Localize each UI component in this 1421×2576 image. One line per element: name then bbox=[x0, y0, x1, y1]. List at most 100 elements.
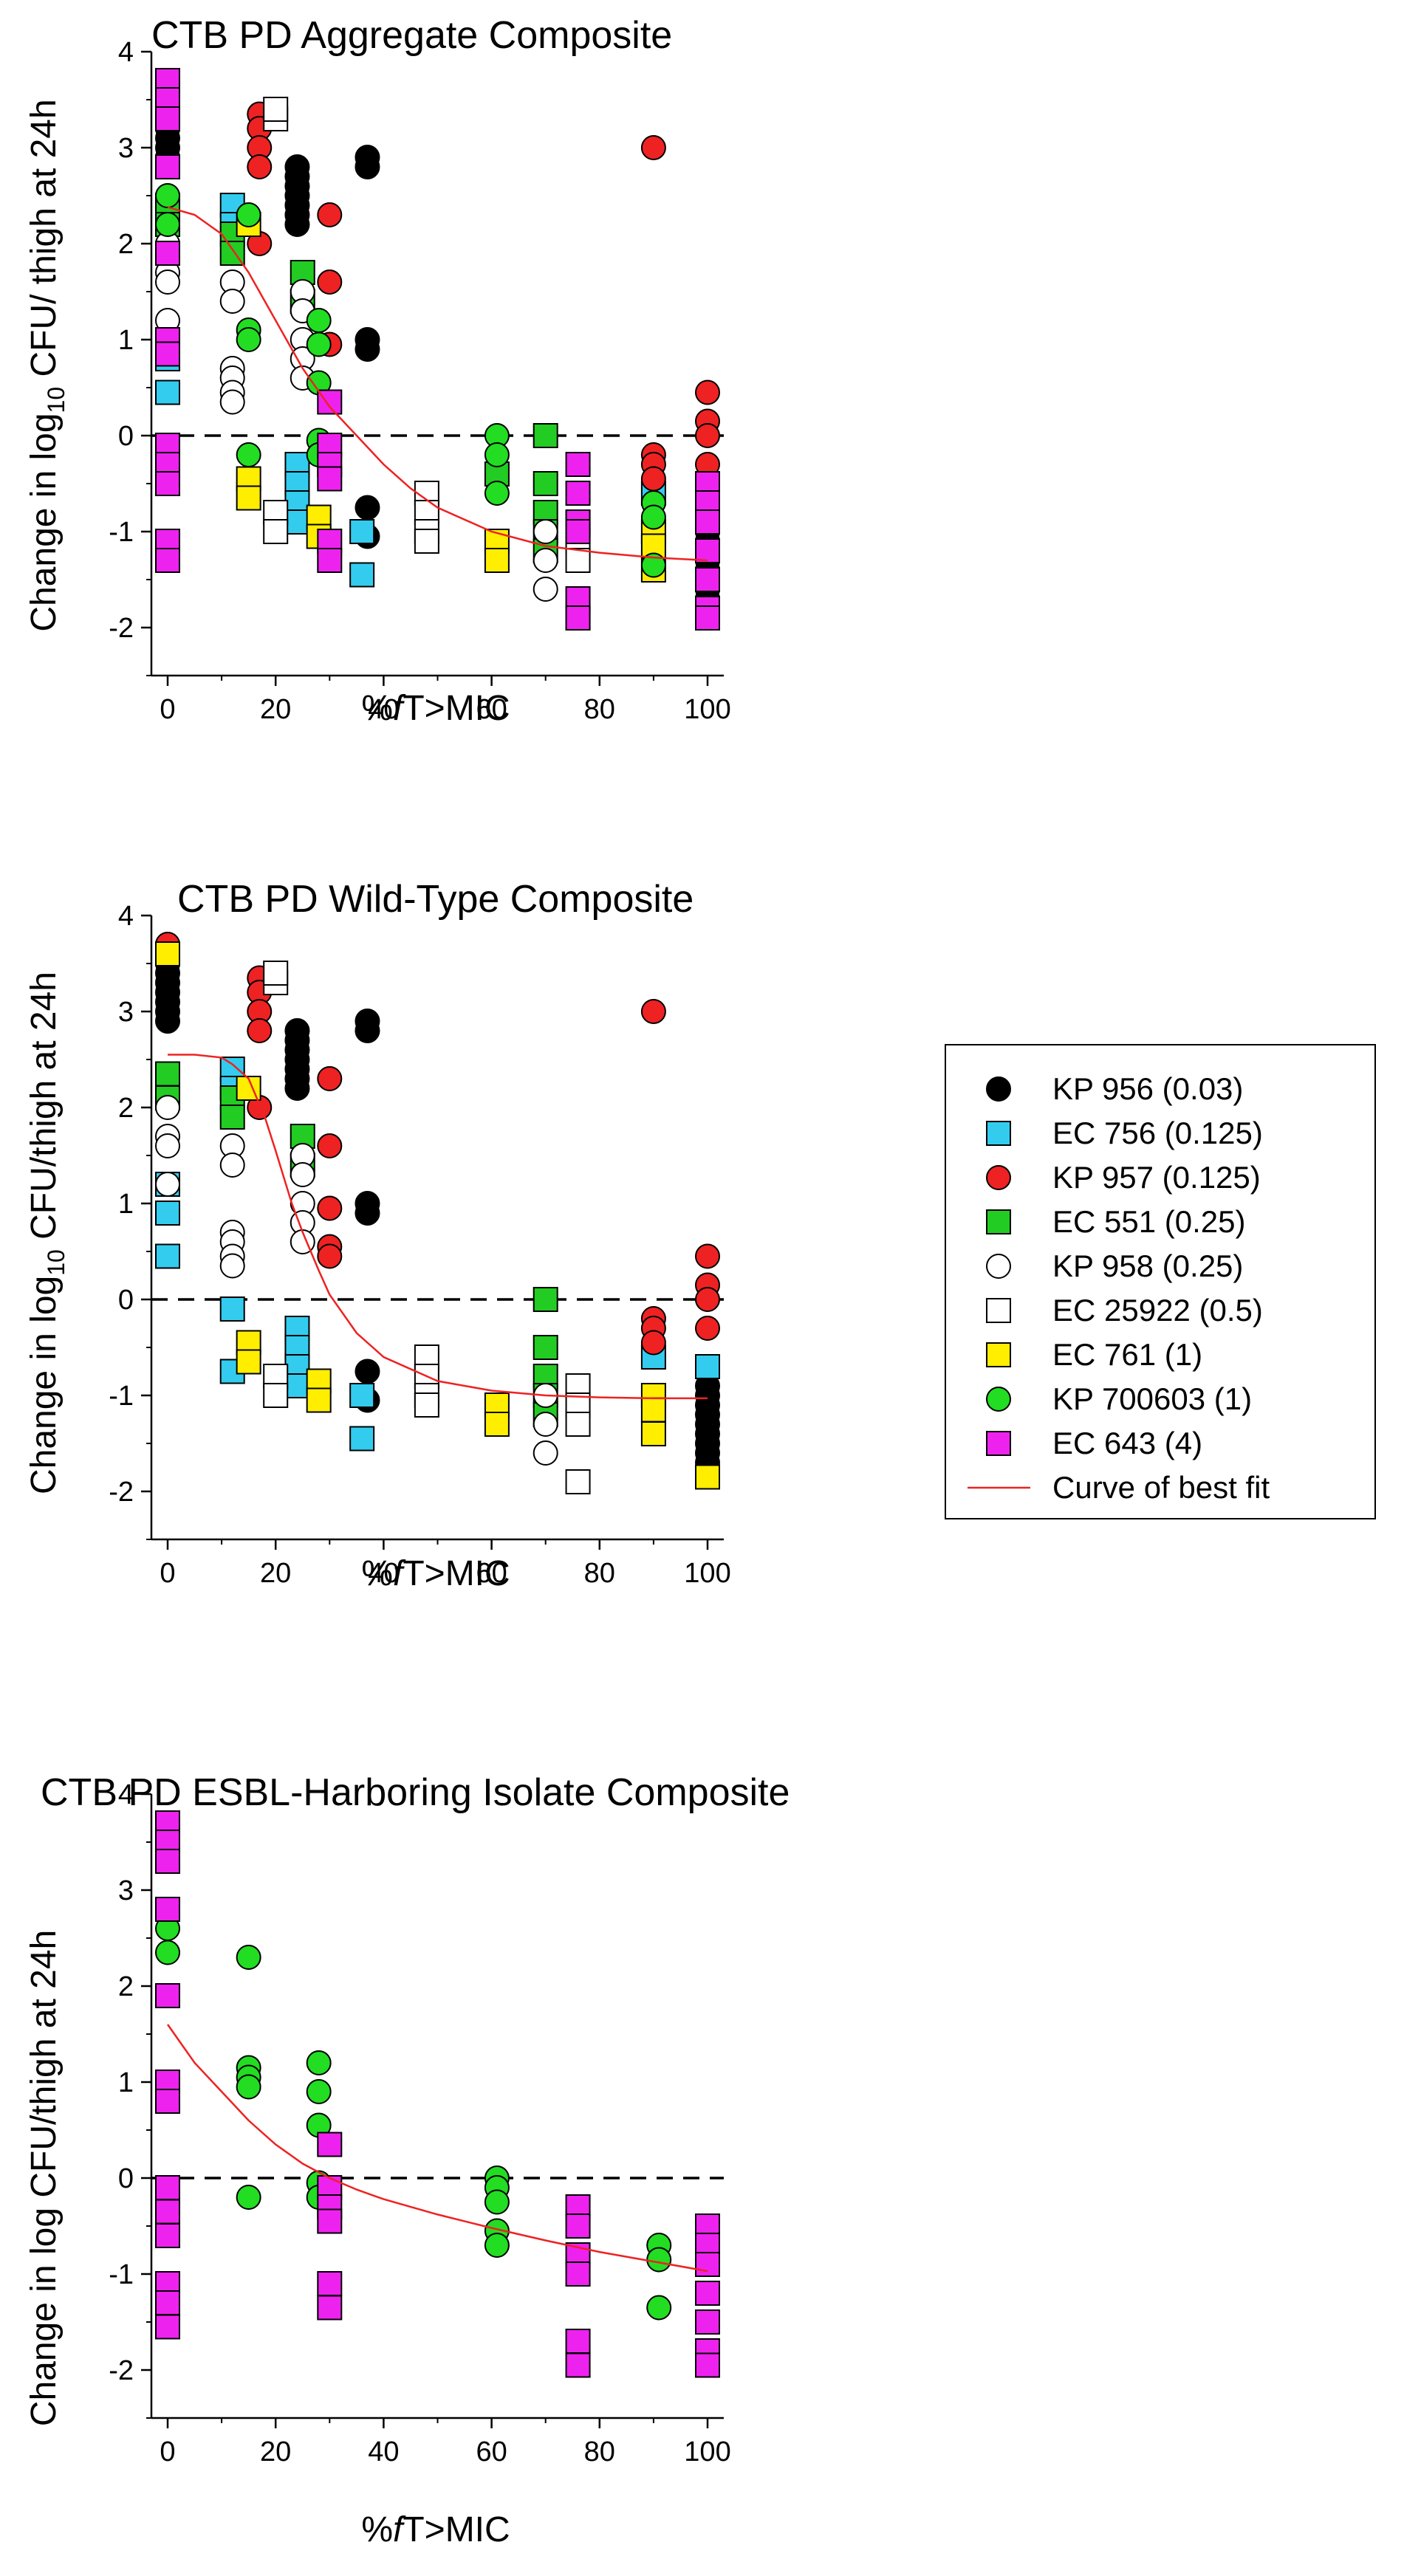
y-tick-label: 2 bbox=[118, 1971, 134, 2002]
y-axis-label: Change in log10 CFU/thigh at 24h bbox=[24, 972, 69, 1494]
data-point bbox=[355, 154, 380, 179]
data-point bbox=[355, 1201, 380, 1226]
data-point bbox=[640, 1397, 666, 1423]
data-point bbox=[640, 999, 666, 1024]
data-point bbox=[263, 519, 289, 544]
data-point bbox=[695, 567, 720, 592]
data-point bbox=[484, 548, 510, 573]
data-point bbox=[236, 202, 261, 227]
x-tick-label: 40 bbox=[368, 1558, 399, 1589]
x-tick-label: 0 bbox=[160, 1558, 175, 1589]
data-point bbox=[306, 332, 332, 357]
data-point bbox=[155, 106, 180, 131]
y-tick-label: 1 bbox=[118, 1189, 134, 1220]
data-point bbox=[355, 1018, 380, 1043]
data-point bbox=[695, 2352, 720, 2378]
fit-curve bbox=[168, 1054, 708, 1400]
data-point bbox=[317, 2208, 343, 2234]
legend-swatch bbox=[986, 1342, 1011, 1367]
y-tick-label: -1 bbox=[109, 1381, 134, 1412]
legend-label: EC 643 (4) bbox=[1052, 1426, 1202, 1460]
legend-swatch bbox=[986, 1387, 1011, 1412]
data-point bbox=[533, 423, 558, 448]
panel-aggregate: CTB PD Aggregate Composite %fT>MIC Chang… bbox=[24, 14, 731, 728]
y-tick-label: 4 bbox=[118, 1779, 134, 1810]
series-KP700603 bbox=[155, 1916, 672, 2321]
data-point bbox=[640, 135, 666, 160]
legend-swatch bbox=[986, 1298, 1011, 1323]
x-tick-label: 60 bbox=[476, 2436, 507, 2467]
y-tick-label: 3 bbox=[118, 133, 134, 164]
legend-swatch bbox=[986, 1076, 1011, 1102]
data-point bbox=[565, 2261, 591, 2287]
data-point bbox=[155, 2175, 180, 2200]
data-point bbox=[317, 1133, 343, 1158]
data-point bbox=[355, 337, 380, 362]
series-EC643 bbox=[155, 68, 720, 631]
data-point bbox=[236, 2074, 261, 2100]
data-point bbox=[533, 519, 558, 544]
data-point bbox=[640, 1421, 666, 1446]
legend-swatch bbox=[986, 1121, 1011, 1146]
data-point bbox=[219, 1153, 245, 1178]
legend-label: KP 700603 (1) bbox=[1052, 1381, 1252, 1416]
data-point bbox=[695, 2252, 720, 2277]
data-point bbox=[236, 485, 261, 511]
data-point bbox=[349, 562, 375, 588]
data-point bbox=[317, 466, 343, 492]
data-point bbox=[565, 2213, 591, 2239]
y-tick-label: 4 bbox=[118, 901, 134, 932]
panel-title: CTB PD Aggregate Composite bbox=[151, 14, 672, 57]
data-point bbox=[565, 1412, 591, 1437]
y-tick-label: 2 bbox=[118, 229, 134, 260]
data-point bbox=[533, 548, 558, 573]
data-point bbox=[290, 1162, 315, 1187]
legend-swatch bbox=[986, 1254, 1011, 1279]
data-point bbox=[317, 389, 343, 415]
series-EC643 bbox=[155, 1810, 720, 2378]
data-point bbox=[306, 2050, 332, 2075]
data-point bbox=[533, 471, 558, 496]
data-point bbox=[247, 154, 273, 179]
data-point bbox=[155, 269, 180, 295]
data-point bbox=[306, 2079, 332, 2104]
data-point bbox=[155, 1243, 180, 1269]
data-point bbox=[219, 1296, 245, 1322]
data-point bbox=[317, 2132, 343, 2157]
data-point bbox=[695, 1243, 720, 1269]
data-point bbox=[695, 605, 720, 631]
y-axis-label: Change in log10 CFU/ thigh at 24h bbox=[24, 99, 69, 631]
series-EC761 bbox=[155, 941, 720, 1490]
legend-label: KP 958 (0.25) bbox=[1052, 1248, 1243, 1283]
data-point bbox=[155, 1061, 180, 1087]
legend: KP 956 (0.03) EC 756 (0.125) KP 957 (0.125… bbox=[945, 1044, 1376, 1519]
data-point bbox=[484, 2189, 510, 2215]
y-tick-label: -1 bbox=[109, 517, 134, 548]
y-tick-label: 1 bbox=[118, 2067, 134, 2098]
data-point bbox=[155, 183, 180, 208]
y-tick-label: -2 bbox=[109, 613, 134, 644]
panel-esbl: CTB PD ESBL-Harboring Isolate Composite … bbox=[24, 1771, 790, 2549]
legend-label: EC 25922 (0.5) bbox=[1052, 1293, 1263, 1328]
y-tick-label: -1 bbox=[109, 2259, 134, 2290]
y-tick-label: 0 bbox=[118, 1285, 134, 1316]
y-tick-label: 0 bbox=[118, 2163, 134, 2194]
data-point bbox=[155, 1849, 180, 1874]
data-point bbox=[155, 941, 180, 966]
data-point bbox=[236, 327, 261, 352]
data-point bbox=[355, 495, 380, 521]
x-tick-label: 100 bbox=[684, 694, 730, 725]
data-point bbox=[414, 1392, 439, 1418]
data-point bbox=[695, 379, 720, 405]
data-point bbox=[236, 1945, 261, 1970]
y-tick-label: 3 bbox=[118, 997, 134, 1028]
data-point bbox=[155, 379, 180, 405]
panel-title: CTB PD ESBL-Harboring Isolate Composite bbox=[41, 1771, 790, 1814]
x-axis-label: %fT>MIC bbox=[361, 1554, 510, 1593]
data-point bbox=[349, 519, 375, 544]
y-tick-label: 2 bbox=[118, 1093, 134, 1124]
data-point bbox=[484, 442, 510, 467]
x-tick-label: 60 bbox=[476, 1558, 507, 1589]
data-point bbox=[533, 1335, 558, 1360]
